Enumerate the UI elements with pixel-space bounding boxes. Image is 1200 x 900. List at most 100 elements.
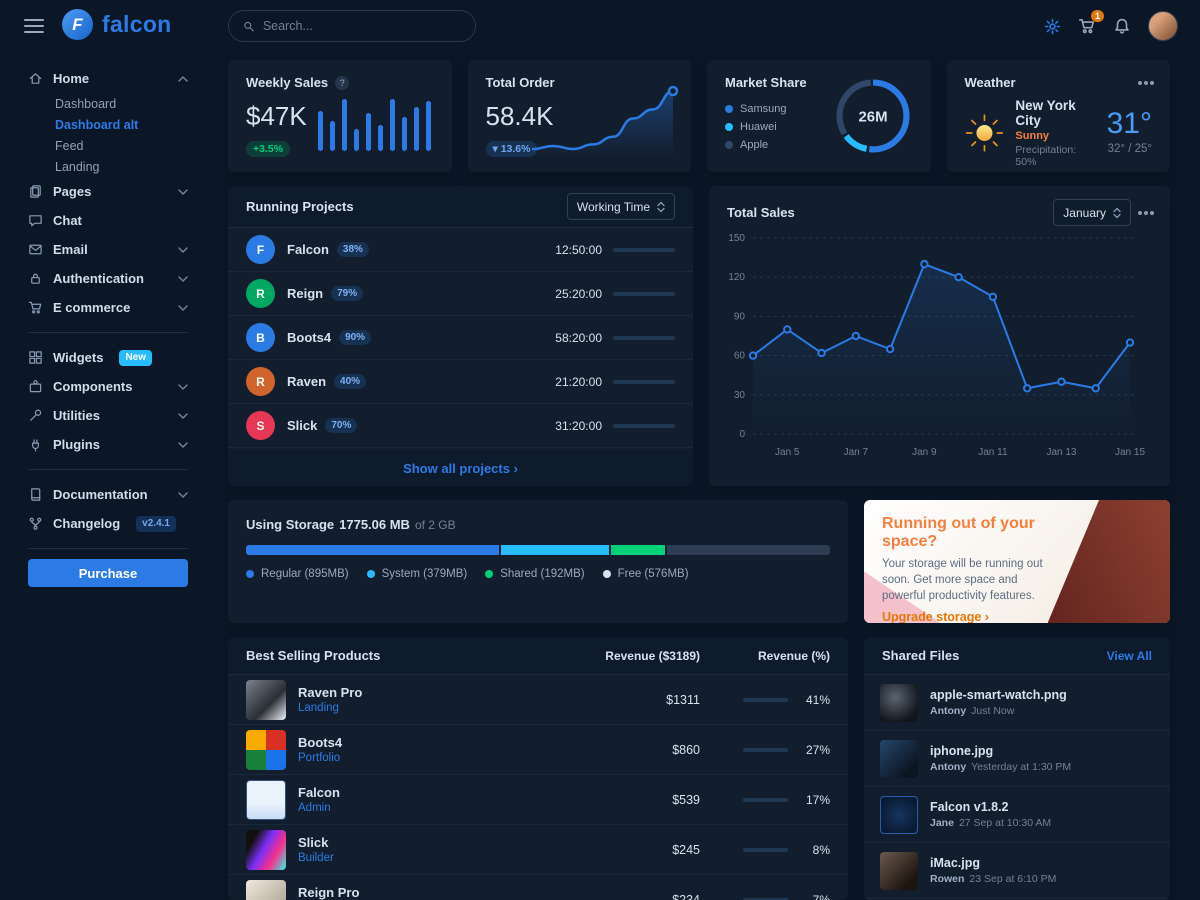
product-category-link[interactable]: Builder [298, 852, 334, 864]
search-input[interactable] [262, 19, 461, 33]
product-category-link[interactable]: Portfolio [298, 752, 341, 764]
chevron-down-icon [178, 275, 188, 282]
sidebar-item-authentication[interactable]: Authentication [28, 264, 188, 293]
project-percent-badge: 70% [325, 418, 358, 433]
project-row: R Raven 40% 21:20:00 [228, 360, 693, 404]
sidebar-item-home[interactable]: Home [28, 64, 188, 93]
table-row: Reign ProAgency $234 7% [228, 875, 848, 900]
changelog-icon [29, 517, 42, 530]
user-avatar[interactable] [1148, 11, 1178, 41]
project-percent-badge: 90% [339, 330, 372, 345]
ellipsis-icon[interactable] [1144, 80, 1148, 85]
product-thumbnail[interactable] [246, 679, 286, 720]
gear-icon[interactable] [1044, 18, 1061, 35]
svg-text:Jan 5: Jan 5 [775, 447, 800, 458]
help-icon[interactable]: ? [335, 75, 350, 90]
sidebar-subitem-feed[interactable]: Feed [55, 138, 84, 153]
sidebar-item-chat[interactable]: Chat [28, 206, 188, 235]
weekly-sales-badge: +3.5% [246, 141, 291, 157]
cart-button[interactable]: 1 [1078, 10, 1104, 35]
brand[interactable]: F falcon [62, 9, 172, 40]
file-name-link[interactable]: apple-smart-watch.png [930, 688, 1067, 702]
sidebar-item-label: Components [53, 379, 133, 394]
sidebar-subitem-dashboard[interactable]: Dashboard [55, 96, 117, 111]
product-thumbnail[interactable] [246, 729, 286, 770]
product-thumbnail[interactable] [246, 779, 286, 820]
menu-icon[interactable] [24, 19, 44, 37]
sidebar-item-pages[interactable]: Pages [28, 177, 188, 206]
product-revenue: $860 [672, 742, 700, 757]
sidebar-item-e-commerce[interactable]: E commerce [28, 293, 188, 322]
working-time-select[interactable]: Working Time [566, 193, 675, 220]
svg-text:Jan 15: Jan 15 [1115, 447, 1145, 458]
project-name-link[interactable]: Slick [287, 418, 318, 433]
sidebar-subitem-landing[interactable]: Landing [55, 159, 100, 174]
file-thumbnail[interactable] [880, 795, 918, 834]
bell-icon[interactable] [1113, 17, 1131, 35]
legend-dot [725, 105, 733, 113]
project-name-link[interactable]: Raven [287, 374, 327, 389]
upgrade-storage-link[interactable]: Upgrade storage › [882, 610, 989, 623]
product-name-link[interactable]: Raven Pro [298, 685, 363, 700]
legend-label: Apple [740, 139, 769, 151]
space-body: Your storage will be running out soon. G… [882, 558, 1043, 603]
product-progress-bar [743, 697, 788, 702]
sidebar-item-label: Widgets [53, 350, 104, 365]
sidebar-item-label: Email [53, 242, 88, 257]
sun-icon [965, 114, 1003, 152]
legend-dot [485, 570, 494, 578]
chevron-down-icon [178, 304, 188, 311]
product-progress-bar [743, 897, 788, 900]
ellipsis-icon[interactable] [1144, 210, 1148, 215]
product-revenue: $539 [672, 792, 700, 807]
sidebar-item-label: Chat [53, 213, 82, 228]
month-select[interactable]: January [1053, 199, 1131, 226]
project-name-link[interactable]: Boots4 [287, 330, 332, 345]
legend-item-apple: Apple [725, 136, 913, 154]
project-name-link[interactable]: Falcon [287, 242, 329, 257]
storage-legend-item: Free (576MB) [602, 568, 689, 580]
chevron-up-icon [178, 75, 188, 82]
product-revenue: $234 [672, 892, 700, 900]
sidebar-item-documentation[interactable]: Documentation [28, 480, 188, 509]
project-progress-bar [613, 291, 675, 296]
file-thumbnail[interactable] [880, 739, 918, 778]
sidebar-item-plugins[interactable]: Plugins [28, 430, 188, 459]
project-name-link[interactable]: Reign [287, 286, 324, 301]
file-name-link[interactable]: iphone.jpg [930, 744, 994, 758]
search-box[interactable] [228, 10, 476, 42]
file-name-link[interactable]: Falcon v1.8.2 [930, 800, 1009, 814]
product-thumbnail[interactable] [246, 829, 286, 870]
file-name-link[interactable]: iMac.jpg [930, 856, 981, 870]
product-name-link[interactable]: Slick [298, 835, 329, 850]
widgets-icon [29, 351, 42, 364]
sidebar-item-widgets[interactable]: Widgets New [28, 343, 188, 372]
product-category-link[interactable]: Landing [298, 702, 339, 714]
product-thumbnail[interactable] [246, 879, 286, 900]
sidebar-subitem-dashboard-alt[interactable]: Dashboard alt [55, 117, 139, 132]
cart-badge: 1 [1090, 10, 1104, 22]
purchase-button[interactable]: Purchase [28, 559, 188, 587]
card-title: Weather [964, 75, 1016, 90]
product-name-link[interactable]: Reign Pro [298, 885, 360, 900]
file-thumbnail[interactable] [880, 851, 918, 890]
product-name-link[interactable]: Falcon [298, 785, 340, 800]
sidebar-item-email[interactable]: Email [28, 235, 188, 264]
product-name-link[interactable]: Boots4 [298, 735, 343, 750]
storage-progress-bar [246, 545, 830, 555]
sidebar-item-changelog[interactable]: Changelog v2.4.1 [28, 509, 188, 538]
storage-segment-system-379mb- [501, 545, 609, 555]
product-category-link[interactable]: Admin [298, 802, 331, 814]
total-sales-card: Total Sales January 150 120 90 60 30 0 Jan 5 Ja… [709, 186, 1170, 486]
legend-label: System (379MB) [381, 568, 468, 580]
show-all-projects-link[interactable]: Show all projects › [403, 460, 518, 476]
file-thumbnail[interactable] [880, 683, 918, 722]
chevron-down-icon [178, 412, 188, 419]
sidebar-item-utilities[interactable]: Utilities [28, 401, 188, 430]
project-row: B Boots4 90% 58:20:00 [228, 316, 693, 360]
running-projects-card: Running Projects Working Time F Falcon 3… [228, 186, 693, 486]
product-percent: 17% [805, 792, 830, 807]
view-all-link[interactable]: View All [1106, 648, 1152, 663]
sidebar-divider [28, 548, 188, 549]
sidebar-item-components[interactable]: Components [28, 372, 188, 401]
